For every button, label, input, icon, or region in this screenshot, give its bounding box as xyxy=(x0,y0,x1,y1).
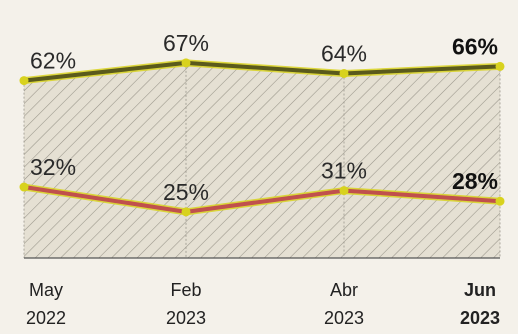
x-tick-label-year: 2023 xyxy=(324,308,364,328)
data-label: 62% xyxy=(30,48,76,74)
data-point xyxy=(181,207,191,217)
x-tick-label-year: 2023 xyxy=(460,308,500,328)
data-label: 66% xyxy=(452,33,498,59)
data-label: 25% xyxy=(163,179,209,205)
x-tick-label-month: Feb xyxy=(170,280,201,300)
data-point xyxy=(495,61,505,71)
data-label: 31% xyxy=(321,158,367,184)
data-label: 32% xyxy=(30,154,76,180)
data-label: 64% xyxy=(321,40,367,66)
x-tick-label-month: May xyxy=(29,280,63,300)
x-tick-label-month: Jun xyxy=(464,280,496,300)
data-label: 67% xyxy=(163,30,209,56)
hatched-band xyxy=(24,62,500,258)
x-tick-label-year: 2022 xyxy=(26,308,66,328)
series-line xyxy=(22,60,502,83)
data-point xyxy=(495,196,505,206)
x-tick-label-month: Abr xyxy=(330,280,358,300)
data-point xyxy=(19,182,29,192)
data-label: 28% xyxy=(452,168,498,194)
data-point xyxy=(339,186,349,196)
x-tick-label-year: 2023 xyxy=(166,308,206,328)
data-point xyxy=(181,58,191,68)
data-point xyxy=(339,68,349,78)
series-line xyxy=(22,185,502,214)
data-point xyxy=(19,76,29,86)
